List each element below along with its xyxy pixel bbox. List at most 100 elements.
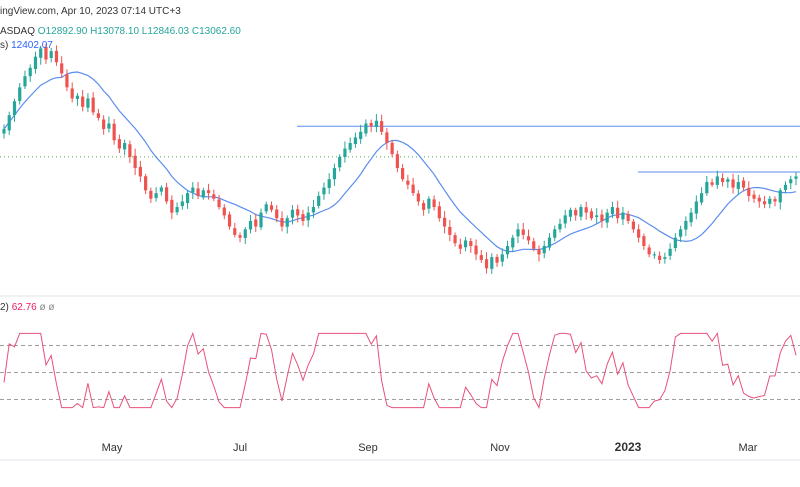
candle-body xyxy=(233,228,237,235)
candle-body xyxy=(442,217,447,227)
candle-body xyxy=(33,56,38,69)
candle-body xyxy=(327,179,331,188)
candle-body xyxy=(149,190,153,199)
candle-body xyxy=(2,129,6,134)
candle-body xyxy=(138,166,142,177)
candle-body xyxy=(726,179,730,182)
candle-body xyxy=(369,122,373,127)
rsi-label: 2) xyxy=(0,302,9,313)
x-tick-label: Sep xyxy=(358,442,378,454)
candle-body xyxy=(39,48,43,58)
candle-body xyxy=(432,199,436,208)
candle-body xyxy=(463,240,468,248)
candle-body xyxy=(269,205,274,210)
candle-body xyxy=(568,209,573,217)
rsi-line xyxy=(3,331,797,410)
candle-body xyxy=(222,207,226,216)
candle-body xyxy=(500,254,504,262)
ma-label: s) xyxy=(0,40,9,51)
candle-body xyxy=(275,209,279,219)
low-value: L12846.03 xyxy=(141,26,190,37)
candle-body xyxy=(364,123,368,134)
candle-body xyxy=(542,246,546,254)
candle-body xyxy=(175,207,179,213)
open-value: O12892.90 xyxy=(37,26,88,37)
price-pane[interactable] xyxy=(0,43,800,274)
candle-body xyxy=(637,229,641,238)
candle-body xyxy=(731,179,735,188)
candle-body xyxy=(652,254,656,256)
candle-body xyxy=(511,237,515,248)
candle-body xyxy=(789,179,793,184)
source-line: ingView.com, Apr 10, 2023 07:14 UTC+3 xyxy=(0,6,181,17)
candle-body xyxy=(574,209,578,216)
candle-body xyxy=(49,51,53,58)
candle-body xyxy=(123,143,127,150)
candle-body xyxy=(715,176,719,185)
ma-value: 12402.07 xyxy=(11,40,53,51)
candle-body xyxy=(794,176,798,179)
candle-body xyxy=(154,193,158,199)
candle-body xyxy=(537,249,541,255)
candle-body xyxy=(12,101,17,116)
candle-body xyxy=(117,139,121,149)
candle-body xyxy=(411,184,415,194)
ma-line: s) 12402.07 xyxy=(0,40,53,51)
candle-body xyxy=(647,247,651,255)
candle-body xyxy=(673,237,677,249)
candle-body xyxy=(290,209,295,218)
candle-body xyxy=(128,144,132,157)
candle-body xyxy=(595,215,599,218)
candle-body xyxy=(658,255,662,260)
candle-body xyxy=(563,215,567,224)
candle-body xyxy=(180,201,184,207)
candle-body xyxy=(243,229,247,238)
candle-body xyxy=(406,180,410,185)
candle-body xyxy=(558,223,562,230)
candle-body xyxy=(44,46,48,60)
candle-body xyxy=(437,206,441,219)
candle-body xyxy=(201,190,205,198)
candle-body xyxy=(332,168,337,180)
candle-body xyxy=(86,98,90,108)
candle-body xyxy=(710,182,714,185)
candle-body xyxy=(374,120,378,127)
rsi-extra-1: ø xyxy=(39,302,46,313)
rsi-extra-2: ø xyxy=(48,302,55,313)
candle-body xyxy=(521,229,525,235)
candle-body xyxy=(23,76,27,87)
candle-body xyxy=(469,241,473,247)
candle-body xyxy=(495,256,499,263)
candle-body xyxy=(668,248,672,256)
candle-body xyxy=(217,199,221,208)
candle-body xyxy=(616,207,620,219)
candle-body xyxy=(589,211,594,219)
candle-body xyxy=(359,131,363,140)
candle-body xyxy=(547,237,552,248)
candle-body xyxy=(401,168,405,180)
candle-body xyxy=(70,88,74,99)
symbol-label: ASDAQ xyxy=(0,26,36,37)
close-value: C13062.60 xyxy=(191,26,241,37)
candle-body xyxy=(311,207,316,213)
candle-body xyxy=(694,201,698,214)
candle-body xyxy=(610,207,615,215)
candle-body xyxy=(679,229,683,237)
x-tick-label: 2023 xyxy=(614,440,642,454)
candle-body xyxy=(390,142,394,155)
candle-body xyxy=(416,193,420,202)
candle-body xyxy=(60,63,64,74)
candle-body xyxy=(343,148,347,158)
candle-body xyxy=(773,199,777,202)
candle-body xyxy=(663,257,667,259)
candle-body xyxy=(736,181,740,189)
candle-body xyxy=(65,74,69,88)
candle-body xyxy=(448,226,452,235)
candle-body xyxy=(490,257,494,269)
rsi-pane[interactable] xyxy=(0,331,800,410)
candle-body xyxy=(317,195,321,206)
candle-body xyxy=(280,218,284,227)
candle-body xyxy=(778,190,782,203)
